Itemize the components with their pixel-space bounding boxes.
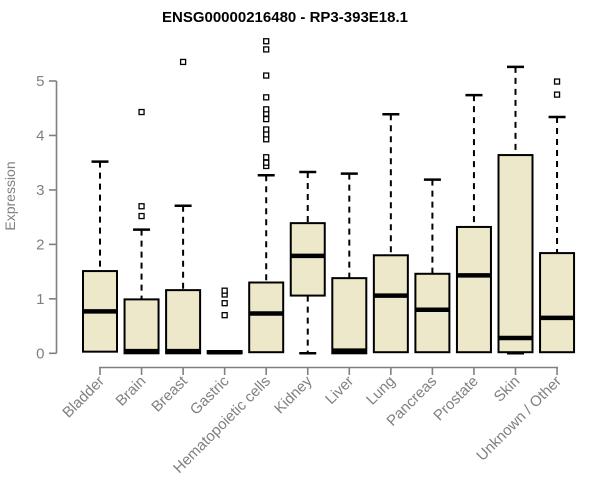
outlier-point xyxy=(263,106,270,113)
y-tick-label: 3 xyxy=(36,182,44,199)
plot-layer: 0 1 2 3 4 5 Bladder BrainBreastGastricHematopoi… xyxy=(36,38,576,477)
box-body xyxy=(414,272,451,354)
box-prostate xyxy=(455,93,492,354)
box-liver xyxy=(331,172,368,355)
box-body xyxy=(455,225,492,354)
outlier-point xyxy=(138,212,145,220)
outlier-point xyxy=(553,91,561,98)
outlier-point xyxy=(553,78,561,85)
box-pancreas xyxy=(414,178,451,354)
outlier-point xyxy=(263,46,270,53)
outlier-point xyxy=(263,131,270,138)
box-body xyxy=(539,252,576,354)
box-body xyxy=(248,281,285,354)
y-tick-label: 4 xyxy=(36,127,44,144)
outlier-point xyxy=(263,126,270,133)
x-tick-label: Kidney xyxy=(271,372,316,417)
x-tick-label: Lung xyxy=(363,373,399,409)
y-axis: 0 1 2 3 4 5 xyxy=(36,73,58,362)
y-tick-label: 1 xyxy=(36,291,44,308)
outlier-point xyxy=(221,300,228,307)
outlier-point xyxy=(138,203,145,210)
x-tick-label: Breast xyxy=(148,372,191,415)
outlier-point xyxy=(263,72,270,79)
box-gastric xyxy=(206,287,243,355)
y-tick-label: 2 xyxy=(36,236,44,253)
box-body xyxy=(497,154,534,354)
y-tick-label: 5 xyxy=(36,73,44,90)
outlier-point xyxy=(263,115,270,123)
x-tick-label: Liver xyxy=(322,373,357,408)
box-bladder xyxy=(82,160,118,353)
box-body xyxy=(289,222,326,297)
outlier-point xyxy=(263,159,270,166)
box-lung xyxy=(372,112,409,354)
y-axis-title: Expression xyxy=(2,161,18,230)
outlier-point xyxy=(263,136,270,143)
outlier-point xyxy=(179,58,187,66)
box-body xyxy=(331,277,368,355)
box-breast xyxy=(165,58,202,355)
outlier-point xyxy=(263,154,270,161)
x-tick-label: Skin xyxy=(491,373,524,406)
outlier-point xyxy=(221,287,228,294)
outlier-point xyxy=(221,312,228,319)
chart-title: ENSG00000216480 - RP3-393E18.1 xyxy=(161,9,409,26)
outlier-point xyxy=(263,94,270,101)
box-brain xyxy=(123,108,160,355)
box-kidney xyxy=(289,170,326,355)
outlier-point xyxy=(263,38,270,45)
box-body xyxy=(123,298,160,355)
box-unknown-other xyxy=(539,78,576,354)
x-tick-label: Bladder xyxy=(59,373,108,422)
x-tick-label: Prostate xyxy=(430,373,482,425)
x-tick-label: Brain xyxy=(113,373,150,410)
box-body xyxy=(372,254,409,354)
box-skin xyxy=(497,65,534,355)
y-tick-label: 0 xyxy=(36,345,44,362)
box-body xyxy=(165,289,202,355)
box-hematopoietic-cells xyxy=(248,38,285,354)
outlier-point xyxy=(138,108,145,116)
